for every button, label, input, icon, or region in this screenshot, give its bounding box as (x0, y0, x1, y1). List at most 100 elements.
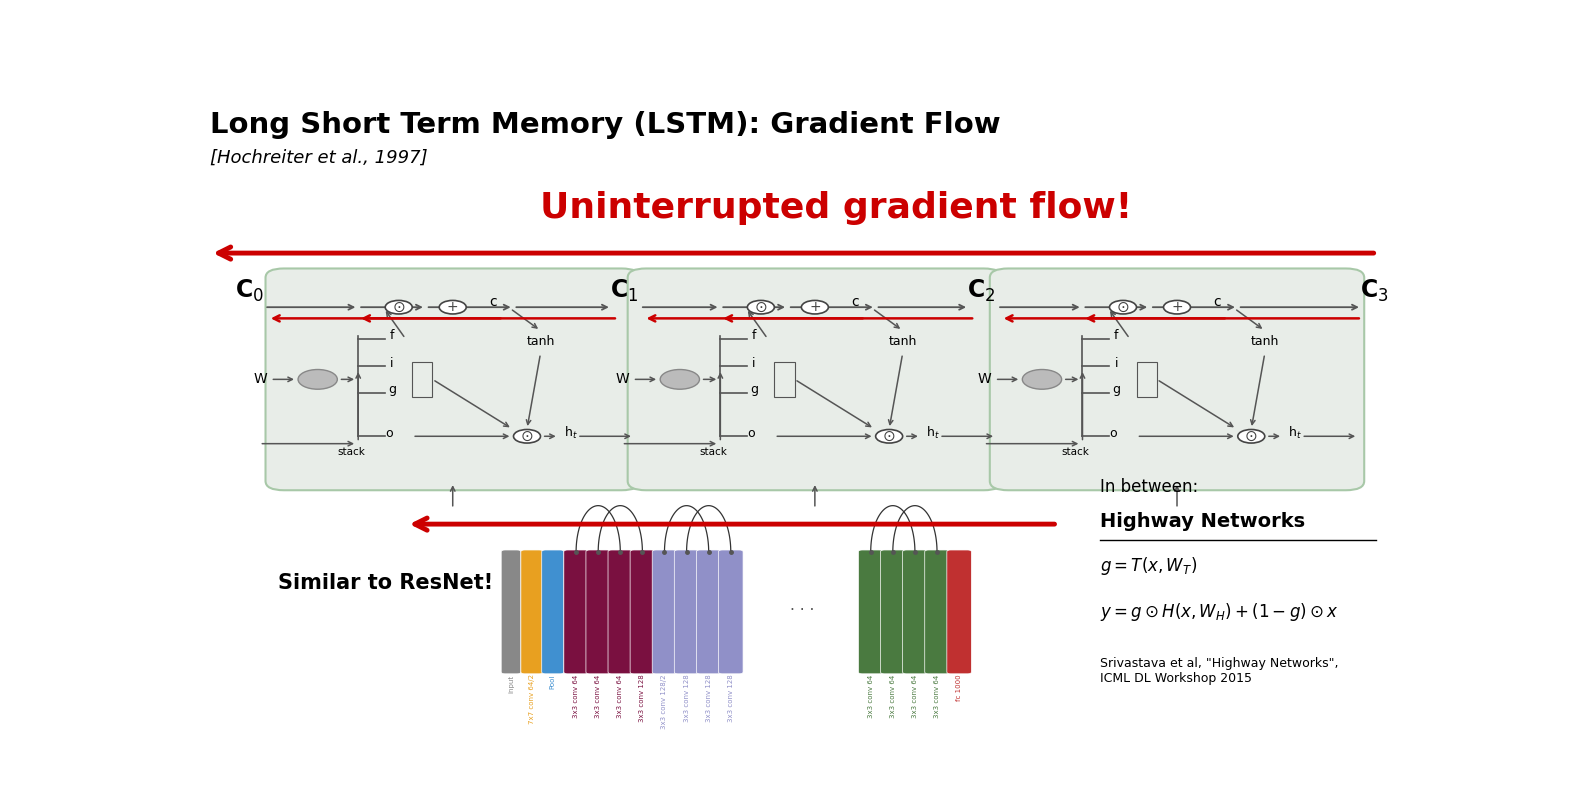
FancyBboxPatch shape (859, 550, 882, 674)
Text: 3x3 conv 64: 3x3 conv 64 (596, 674, 602, 718)
Text: $g = T(x, W_T)$: $g = T(x, W_T)$ (1101, 555, 1198, 577)
Text: 3x3 conv 64: 3x3 conv 64 (935, 674, 939, 718)
FancyBboxPatch shape (630, 550, 654, 674)
FancyBboxPatch shape (719, 550, 743, 674)
FancyBboxPatch shape (675, 550, 699, 674)
Text: g: g (388, 383, 396, 396)
FancyBboxPatch shape (697, 550, 721, 674)
Circle shape (513, 430, 540, 443)
Text: Similar to ResNet!: Similar to ResNet! (277, 573, 493, 593)
Text: ⊙: ⊙ (882, 429, 895, 444)
FancyBboxPatch shape (608, 550, 632, 674)
Text: 7x7 conv 64/2: 7x7 conv 64/2 (529, 674, 535, 725)
Text: h$_t$: h$_t$ (927, 425, 939, 442)
Text: h$_t$: h$_t$ (564, 425, 578, 442)
Text: tanh: tanh (526, 334, 554, 347)
FancyBboxPatch shape (521, 550, 543, 674)
Text: [Hochreiter et al., 1997]: [Hochreiter et al., 1997] (211, 148, 428, 166)
Bar (412, 362, 432, 397)
FancyBboxPatch shape (947, 550, 971, 674)
Text: o: o (1109, 426, 1117, 440)
Text: g: g (1112, 383, 1120, 396)
Text: 3x3 conv 128: 3x3 conv 128 (727, 674, 733, 722)
Circle shape (298, 370, 337, 390)
FancyBboxPatch shape (542, 550, 564, 674)
FancyBboxPatch shape (990, 269, 1364, 490)
Text: ⊙: ⊙ (1245, 429, 1258, 444)
Text: Long Short Term Memory (LSTM): Gradient Flow: Long Short Term Memory (LSTM): Gradient … (211, 111, 1001, 139)
Text: $\mathbf{C}_0$: $\mathbf{C}_0$ (234, 278, 265, 304)
Circle shape (661, 370, 700, 390)
Circle shape (1164, 301, 1191, 314)
Circle shape (1109, 301, 1136, 314)
Text: In between:: In between: (1101, 478, 1199, 496)
Text: 3x3 conv 64: 3x3 conv 64 (890, 674, 897, 718)
Text: input: input (508, 674, 515, 693)
Text: $y = g \odot H(x,W_H) + (1-g) \odot x$: $y = g \odot H(x,W_H) + (1-g) \odot x$ (1101, 601, 1338, 623)
Text: +: + (447, 300, 458, 314)
Text: ⊙: ⊙ (521, 429, 534, 444)
Text: 3x3 conv 64: 3x3 conv 64 (618, 674, 623, 718)
Text: f: f (390, 329, 394, 342)
Circle shape (1237, 430, 1264, 443)
Text: ⊙: ⊙ (1117, 300, 1129, 314)
Bar (775, 362, 795, 397)
FancyBboxPatch shape (925, 550, 949, 674)
Text: W: W (253, 372, 268, 386)
Text: i: i (752, 357, 756, 370)
Text: i: i (390, 357, 394, 370)
FancyBboxPatch shape (881, 550, 904, 674)
Text: c: c (489, 295, 497, 310)
Text: f: f (752, 329, 756, 342)
Text: Srivastava et al, "Highway Networks",
ICML DL Workshop 2015: Srivastava et al, "Highway Networks", IC… (1101, 657, 1338, 685)
Text: o: o (748, 426, 754, 440)
Text: Highway Networks: Highway Networks (1101, 512, 1305, 531)
Text: o: o (385, 426, 393, 440)
Text: tanh: tanh (889, 334, 917, 347)
FancyBboxPatch shape (586, 550, 610, 674)
Text: $\mathbf{C}_1$: $\mathbf{C}_1$ (610, 278, 638, 304)
FancyBboxPatch shape (564, 550, 588, 674)
Text: W: W (616, 372, 629, 386)
Circle shape (802, 301, 828, 314)
Text: 3x3 conv 64: 3x3 conv 64 (573, 674, 580, 718)
Circle shape (748, 301, 775, 314)
Text: 3x3 conv 128: 3x3 conv 128 (684, 674, 689, 722)
Text: stack: stack (337, 446, 366, 457)
Text: 3x3 conv 64: 3x3 conv 64 (912, 674, 917, 718)
Circle shape (1022, 370, 1061, 390)
Circle shape (385, 301, 412, 314)
Text: stack: stack (700, 446, 727, 457)
Circle shape (876, 430, 903, 443)
FancyBboxPatch shape (266, 269, 640, 490)
Text: ⊙: ⊙ (393, 300, 406, 314)
Text: +: + (809, 300, 821, 314)
FancyBboxPatch shape (903, 550, 927, 674)
Text: c: c (1213, 295, 1221, 310)
Text: i: i (1115, 357, 1118, 370)
Text: ⊙: ⊙ (754, 300, 767, 314)
Text: tanh: tanh (1251, 334, 1278, 347)
Text: fc 1000: fc 1000 (957, 674, 961, 701)
Text: h$_t$: h$_t$ (1288, 425, 1302, 442)
Text: 3x3 conv 128: 3x3 conv 128 (706, 674, 711, 722)
Circle shape (439, 301, 466, 314)
Text: $\mathbf{C}_3$: $\mathbf{C}_3$ (1359, 278, 1389, 304)
Text: Uninterrupted gradient flow!: Uninterrupted gradient flow! (540, 191, 1133, 226)
Text: Pool: Pool (550, 674, 556, 689)
FancyBboxPatch shape (627, 269, 1003, 490)
Text: +: + (1171, 300, 1183, 314)
Text: W: W (977, 372, 992, 386)
Text: 3x3 conv 128: 3x3 conv 128 (640, 674, 645, 722)
Text: c: c (852, 295, 859, 310)
Text: f: f (1114, 329, 1118, 342)
FancyBboxPatch shape (501, 550, 521, 674)
Bar (1136, 362, 1156, 397)
Text: g: g (751, 383, 759, 396)
Text: $\mathbf{C}_2$: $\mathbf{C}_2$ (966, 278, 995, 304)
Text: 3x3 conv 64: 3x3 conv 64 (868, 674, 874, 718)
Text: stack: stack (1061, 446, 1090, 457)
FancyBboxPatch shape (653, 550, 676, 674)
Text: . . .: . . . (790, 598, 814, 614)
Text: 3x3 conv 128/2: 3x3 conv 128/2 (662, 674, 667, 729)
